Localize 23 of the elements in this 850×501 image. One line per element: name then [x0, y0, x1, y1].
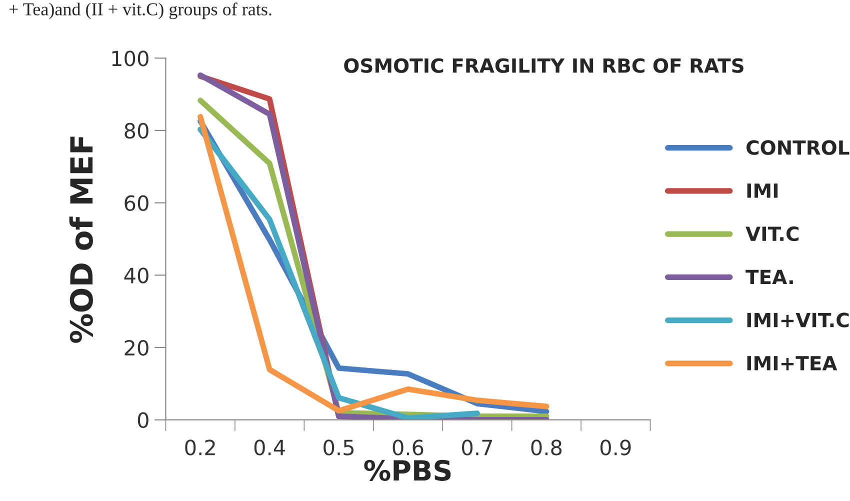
- y-tick-label: 100: [112, 50, 148, 66]
- text: + Tea)and (II + vit.C) groups of rats.: [9, 2, 272, 20]
- legend-label: VIT.C: [746, 226, 799, 242]
- x-tick-label: 0.9: [600, 440, 631, 456]
- y-tick-label: 60: [124, 195, 148, 212]
- legend-label: CONTROL: [746, 140, 850, 155]
- x-tick-label: 0.7: [462, 440, 492, 456]
- y-tick-label: 80: [124, 122, 148, 139]
- y-tick-label: 40: [124, 268, 148, 284]
- y-axis-title: %OD of MEF: [69, 136, 93, 343]
- x-tick-label: 0.6: [392, 440, 424, 456]
- legend-label: IMI: [747, 184, 778, 198]
- chart-title: OSMOTIC FRAGILITY IN RBC OF RATS: [344, 58, 744, 73]
- x-axis-title: %PBS: [364, 460, 451, 481]
- x-tick-label: 0.2: [185, 440, 215, 456]
- legend-label: TEA.: [746, 270, 793, 284]
- x-tick-label: 0.5: [324, 440, 354, 456]
- legend-label: IMI+TEA: [747, 356, 838, 370]
- y-tick-label: 20: [124, 340, 148, 356]
- legend-label: IMI+VIT.C: [747, 312, 849, 328]
- x-tick-label: 0.8: [531, 440, 562, 456]
- x-tick-label: 0.4: [254, 440, 285, 456]
- y-tick-label: 0: [138, 412, 148, 428]
